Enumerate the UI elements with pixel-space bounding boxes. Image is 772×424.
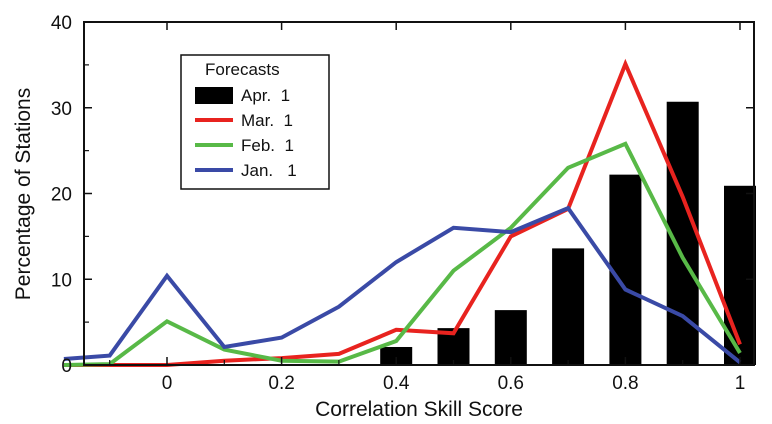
- legend: Forecasts Apr. 1 Mar. 1 Feb. 1 Jan. 1: [180, 54, 330, 190]
- bar: [380, 346, 413, 365]
- legend-entries: Apr. 1 Mar. 1 Feb. 1 Jan. 1: [195, 86, 297, 180]
- legend-title: Forecasts: [205, 60, 280, 79]
- x-tick-label: 0.6: [498, 373, 524, 394]
- x-axis-title: Correlation Skill Score: [315, 398, 523, 421]
- legend-label: Apr. 1: [241, 86, 290, 105]
- legend-swatch: [195, 87, 233, 104]
- y-tick-label: 10: [51, 270, 72, 291]
- legend-label: Mar. 1: [241, 111, 293, 130]
- bar: [552, 248, 585, 365]
- y-tick-label: 20: [51, 185, 72, 206]
- bar: [609, 174, 642, 365]
- y-tick-label: 40: [51, 13, 72, 34]
- series-line: [63, 205, 742, 364]
- x-tick-label: 0.8: [612, 373, 638, 394]
- x-tick-label: 0.4: [383, 373, 410, 394]
- y-tick-label: 30: [51, 99, 72, 120]
- ticks-layer: [84, 21, 754, 366]
- series-line: [63, 141, 742, 367]
- x-tick-label: 0: [162, 373, 173, 394]
- y-axis-title: Percentage of Stations: [12, 88, 35, 300]
- x-tick-label: 1: [735, 373, 746, 394]
- bar: [494, 310, 527, 365]
- bars-layer: [380, 101, 756, 365]
- legend-label: Jan. 1: [241, 161, 297, 180]
- legend-label: Feb. 1: [241, 136, 294, 155]
- y-tick-label: 0: [61, 356, 72, 377]
- x-tick-label: 0.2: [268, 373, 294, 394]
